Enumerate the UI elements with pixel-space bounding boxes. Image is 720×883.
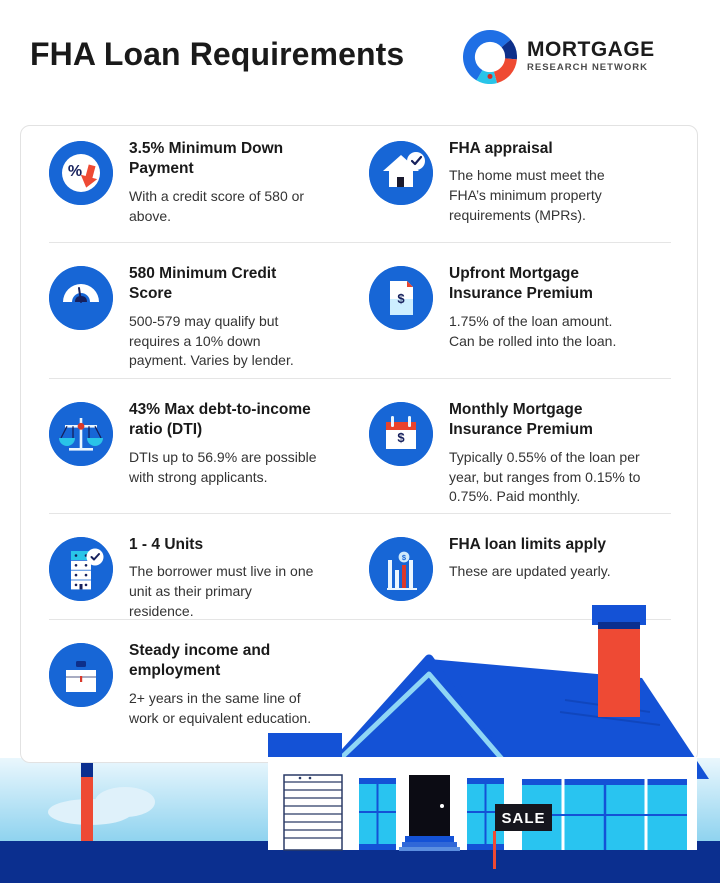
svg-text:SALE: SALE [501,810,545,827]
